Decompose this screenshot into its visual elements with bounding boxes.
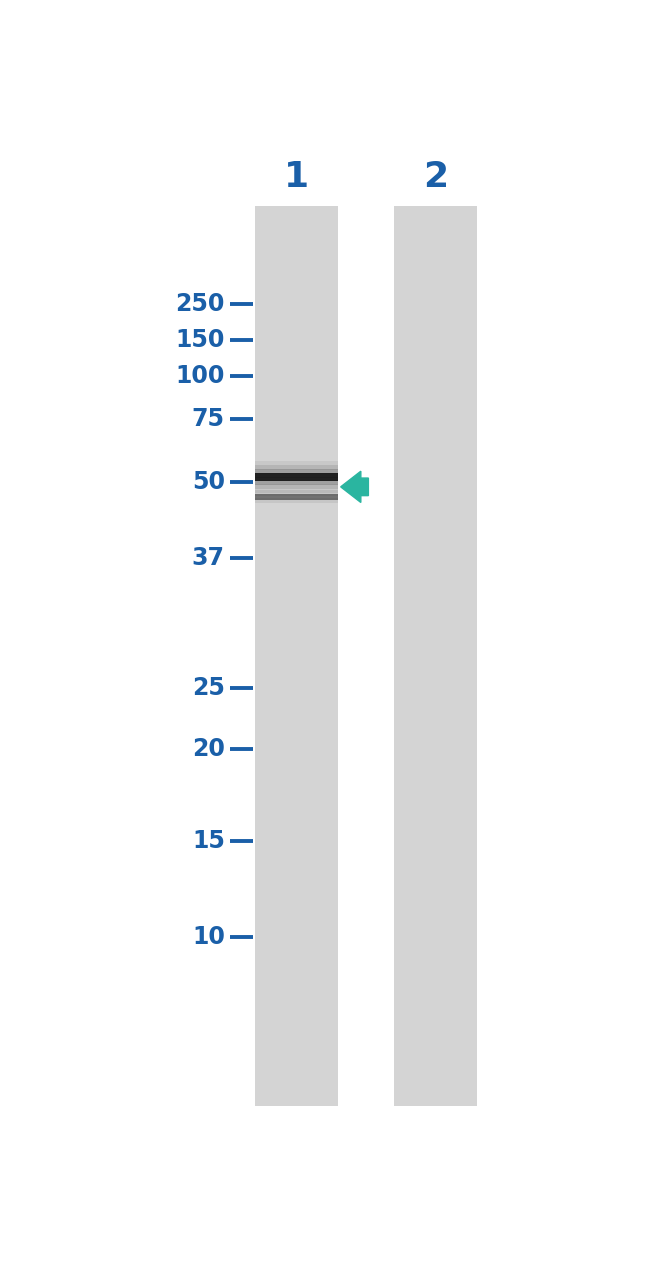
Bar: [255, 490, 338, 495]
Text: 50: 50: [192, 470, 225, 494]
Bar: [255, 469, 338, 478]
Bar: [255, 476, 338, 485]
Bar: [255, 494, 338, 499]
Bar: [255, 206, 338, 1106]
Bar: [255, 480, 338, 489]
FancyArrow shape: [341, 471, 369, 503]
Bar: [255, 472, 338, 481]
Bar: [255, 498, 338, 503]
Text: 10: 10: [192, 925, 225, 949]
Text: 25: 25: [192, 677, 225, 700]
Text: 2: 2: [422, 160, 448, 194]
Text: 150: 150: [176, 328, 225, 352]
Text: 37: 37: [192, 546, 225, 570]
Text: 20: 20: [192, 737, 225, 761]
Text: 100: 100: [176, 364, 225, 389]
Text: 75: 75: [192, 408, 225, 432]
Text: 250: 250: [176, 292, 225, 316]
Bar: [255, 484, 338, 493]
Bar: [255, 465, 338, 474]
Bar: [393, 206, 476, 1106]
Bar: [255, 461, 338, 470]
Text: 1: 1: [284, 160, 309, 194]
Text: 15: 15: [192, 829, 225, 853]
